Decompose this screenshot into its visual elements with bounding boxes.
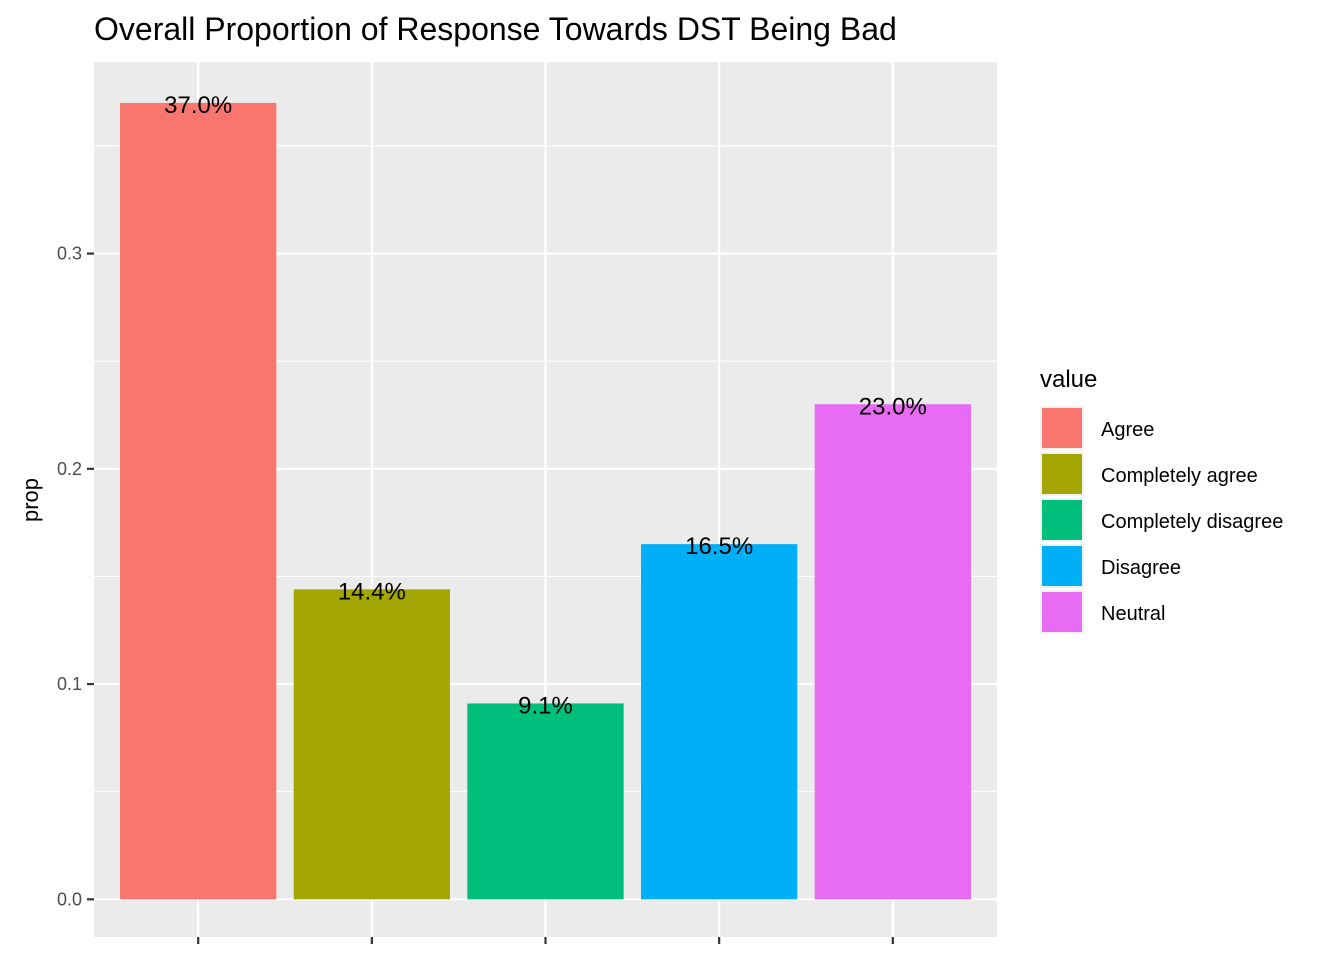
y-axis-title: prop (18, 478, 43, 522)
legend: value Agree Completely agree Completely di… (1040, 366, 1283, 634)
legend-key (1042, 500, 1082, 540)
bar (293, 589, 450, 900)
legend-label: Disagree (1101, 557, 1181, 579)
chart-title: Overall Proportion of Response Towards D… (94, 11, 897, 47)
y-tick-label: 0.3 (57, 244, 82, 264)
bar (467, 703, 624, 900)
data-label: 14.4% (338, 578, 406, 605)
bar (641, 544, 798, 900)
data-labels: 37.0% 14.4% 9.1% 16.5% 23.0% (164, 92, 927, 720)
data-label: 9.1% (518, 692, 573, 719)
data-label: 23.0% (859, 393, 927, 420)
y-tick-label: 0.0 (57, 889, 82, 909)
legend-key (1042, 592, 1082, 632)
legend-label: Neutral (1101, 603, 1165, 625)
data-label: 16.5% (685, 533, 753, 560)
y-tick-label: 0.2 (57, 459, 82, 479)
bar (120, 102, 277, 900)
legend-key (1042, 454, 1082, 494)
bar (814, 404, 971, 900)
legend-label: Completely disagree (1101, 511, 1283, 533)
legend-key (1042, 408, 1082, 448)
legend-items: Agree Completely agree Completely disagree… (1040, 406, 1283, 634)
y-tick-label: 0.1 (57, 674, 82, 694)
legend-label: Completely agree (1101, 465, 1258, 487)
bars (120, 102, 971, 900)
data-label: 37.0% (164, 92, 232, 119)
legend-label: Agree (1101, 419, 1154, 441)
legend-title: value (1040, 366, 1097, 393)
x-axis (197, 937, 894, 944)
legend-key (1042, 546, 1082, 586)
y-axis: 0.0 0.1 0.2 0.3 (57, 244, 94, 909)
